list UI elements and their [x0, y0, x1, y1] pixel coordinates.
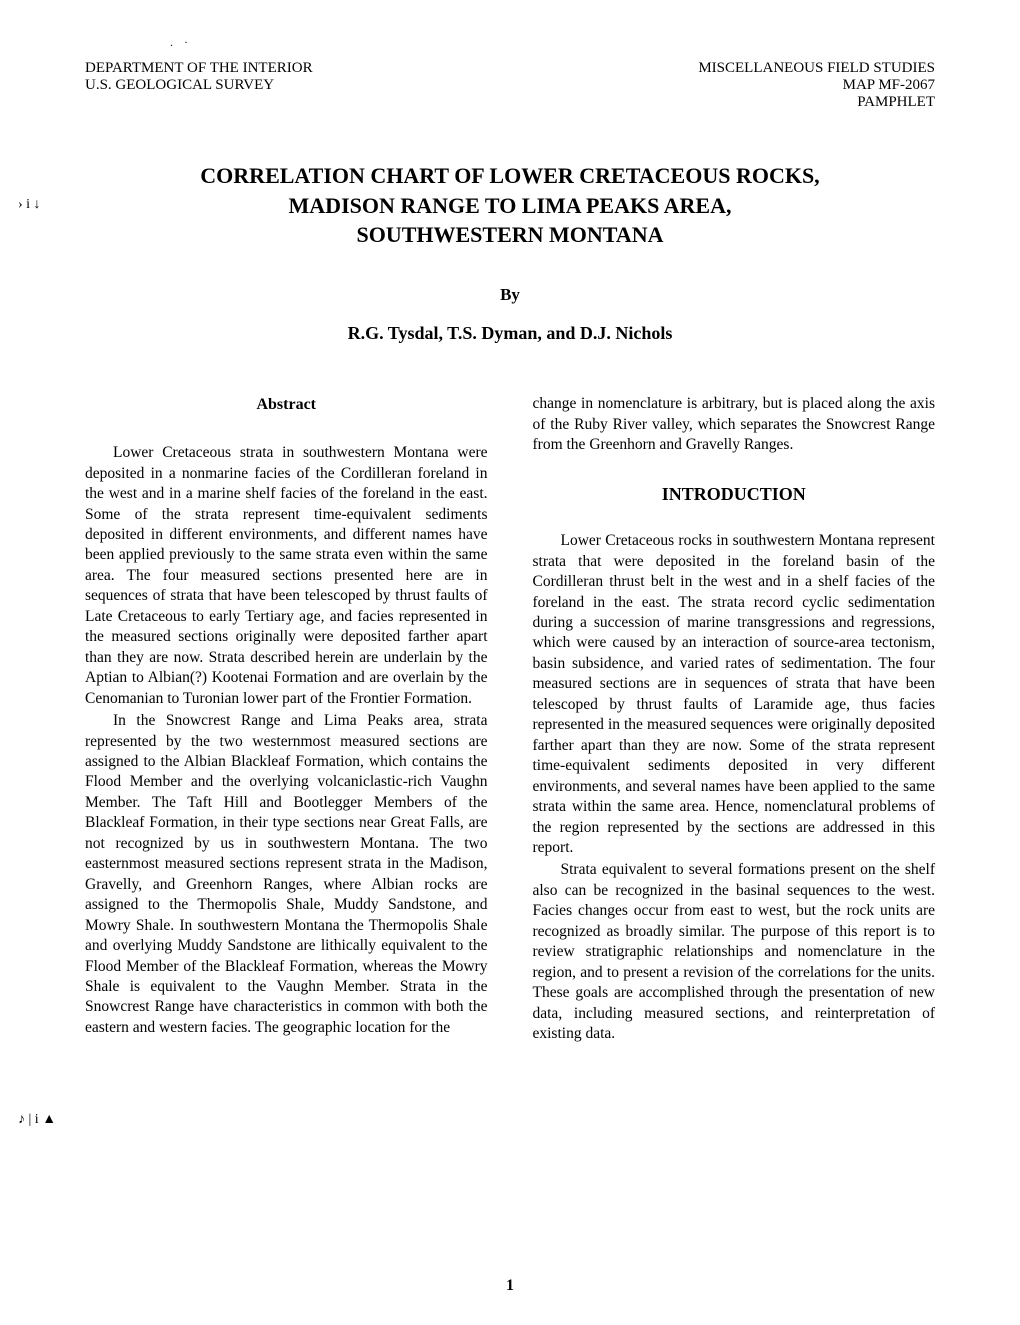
abstract-continuation: change in nomenclature is arbitrary, but… [533, 394, 936, 455]
margin-marks-bottom: ♪ | i ▲ [18, 1110, 56, 1130]
series-line: MISCELLANEOUS FIELD STUDIES [698, 60, 935, 77]
header-left: DEPARTMENT OF THE INTERIOR U.S. GEOLOGIC… [85, 60, 313, 111]
left-column: Abstract Lower Cretaceous strata in sout… [85, 394, 488, 1046]
survey-line: U.S. GEOLOGICAL SURVEY [85, 77, 313, 94]
introduction-heading: INTRODUCTION [533, 483, 936, 507]
header-right: MISCELLANEOUS FIELD STUDIES MAP MF-2067 … [698, 60, 935, 111]
header-row: DEPARTMENT OF THE INTERIOR U.S. GEOLOGIC… [85, 60, 935, 111]
dept-line: DEPARTMENT OF THE INTERIOR [85, 60, 313, 77]
abstract-heading: Abstract [85, 394, 488, 415]
two-column-layout: Abstract Lower Cretaceous strata in sout… [85, 394, 935, 1046]
abstract-para-2: In the Snowcrest Range and Lima Peaks ar… [85, 711, 488, 1038]
title-line-1: CORRELATION CHART OF LOWER CRETACEOUS RO… [85, 161, 935, 191]
map-id-line: MAP MF-2067 [698, 77, 935, 94]
title-line-3: SOUTHWESTERN MONTANA [85, 220, 935, 250]
right-column: change in nomenclature is arbitrary, but… [533, 394, 936, 1046]
title-line-2: MADISON RANGE TO LIMA PEAKS AREA, [85, 191, 935, 221]
intro-para-1: Lower Cretaceous rocks in southwestern M… [533, 531, 936, 858]
intro-para-2: Strata equivalent to several formations … [533, 860, 936, 1044]
main-title: CORRELATION CHART OF LOWER CRETACEOUS RO… [85, 161, 935, 250]
pamphlet-line: PAMPHLET [698, 94, 935, 111]
scan-artifact-dots: . · [170, 35, 192, 50]
authors: R.G. Tysdal, T.S. Dyman, and D.J. Nichol… [85, 323, 935, 344]
by-label: By [85, 285, 935, 305]
abstract-para-1: Lower Cretaceous strata in southwestern … [85, 443, 488, 709]
page-number: 1 [506, 1277, 514, 1295]
margin-marks-top: › i ↓ [18, 195, 41, 215]
